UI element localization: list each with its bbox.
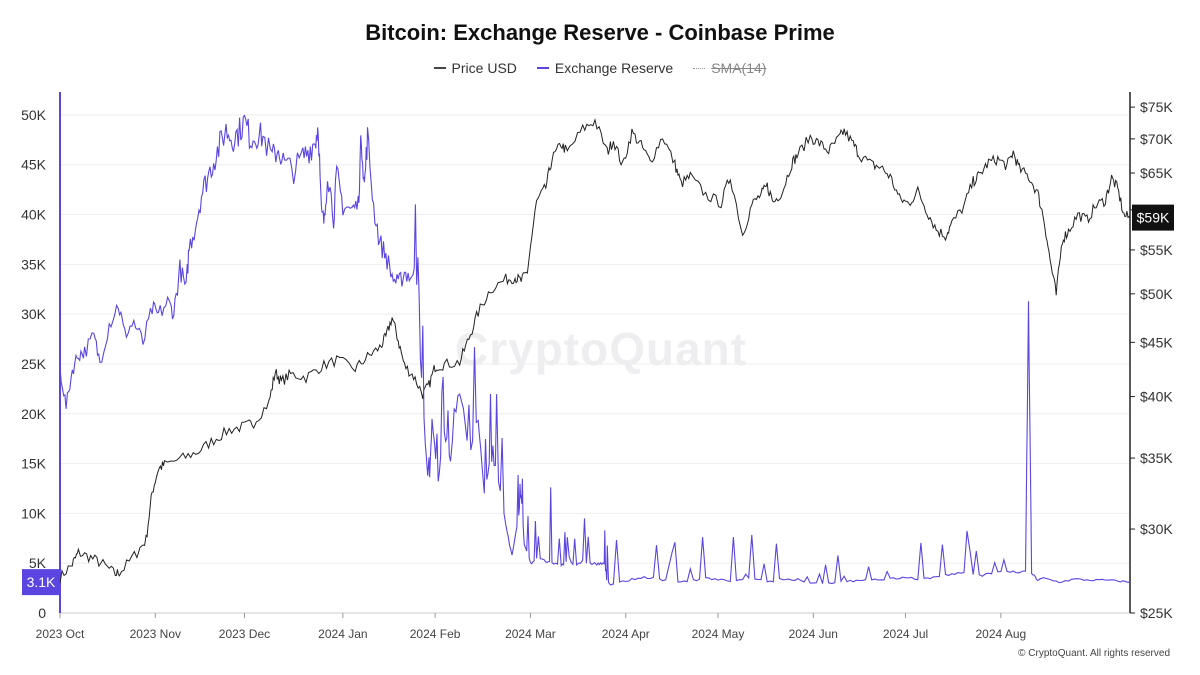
y-left-tick-label: 40K (21, 207, 47, 223)
y-right-tick-label: $30K (1140, 521, 1173, 537)
legend-item-price[interactable]: Price USD (433, 60, 517, 76)
y-right-tick-label: $35K (1140, 450, 1173, 466)
series-line-price-usd (59, 117, 1131, 584)
right-current-value-label: $59K (1137, 210, 1170, 226)
y-left-tick-label: 10K (21, 505, 47, 521)
x-tick-label: 2024 Apr (602, 627, 650, 641)
y-left-tick-label: 45K (21, 157, 47, 173)
y-right-tick-label: $25K (1140, 605, 1173, 621)
y-left-tick-label: 35K (21, 256, 47, 272)
y-right-tick-label: $50K (1140, 286, 1173, 302)
y-right-tick-label: $45K (1140, 334, 1173, 350)
left-current-value-label: 3.1K (27, 574, 56, 590)
legend-item-reserve[interactable]: Exchange Reserve (536, 60, 674, 76)
x-tick-label: 2024 Jan (318, 627, 367, 641)
legend-swatch-reserve (536, 67, 549, 69)
x-tick-label: 2024 Feb (410, 627, 461, 641)
watermark: CryptoQuant (455, 323, 748, 375)
legend-swatch-sma (693, 67, 706, 69)
y-left-tick-label: 30K (21, 306, 47, 322)
right-current-value-badge (1132, 204, 1174, 231)
x-tick-label: 2024 Mar (505, 627, 556, 641)
y-right-tick-label: $40K (1140, 389, 1173, 405)
y-left-tick-label: 0 (38, 605, 46, 621)
chart-legend: Price USD Exchange Reserve SMA(14) (0, 60, 1200, 76)
copyright-notice: © CryptoQuant. All rights reserved (1018, 648, 1170, 659)
legend-swatch-price (433, 67, 446, 69)
y-left-tick-label: 25K (21, 356, 47, 372)
x-tick-label: 2024 Jul (883, 627, 928, 641)
y-left-tick-label: 50K (21, 107, 47, 123)
legend-label-sma: SMA(14) (711, 60, 767, 76)
y-right-tick-label: $75K (1140, 99, 1173, 115)
y-left-tick-label: 15K (21, 456, 47, 472)
series-line-exchange-reserve (59, 114, 1131, 586)
legend-item-sma[interactable]: SMA(14) (693, 60, 766, 76)
legend-label-price: Price USD (451, 60, 517, 76)
y-right-tick-label: $70K (1140, 131, 1173, 147)
x-tick-label: 2024 Aug (976, 627, 1027, 641)
x-tick-label: 2023 Oct (36, 627, 85, 641)
x-tick-label: 2023 Nov (130, 627, 181, 641)
x-tick-label: 2023 Dec (219, 627, 270, 641)
y-right-tick-label: $55K (1140, 242, 1173, 258)
left-current-value-badge (22, 569, 60, 596)
x-tick-label: 2024 May (692, 627, 745, 641)
x-tick-label: 2024 Jun (789, 627, 838, 641)
y-left-tick-label: 5K (29, 555, 47, 571)
y-left-tick-label: 20K (21, 406, 47, 422)
legend-label-reserve: Exchange Reserve (554, 60, 674, 76)
chart-title: Bitcoin: Exchange Reserve - Coinbase Pri… (365, 20, 835, 45)
y-right-tick-label: $65K (1140, 165, 1173, 181)
